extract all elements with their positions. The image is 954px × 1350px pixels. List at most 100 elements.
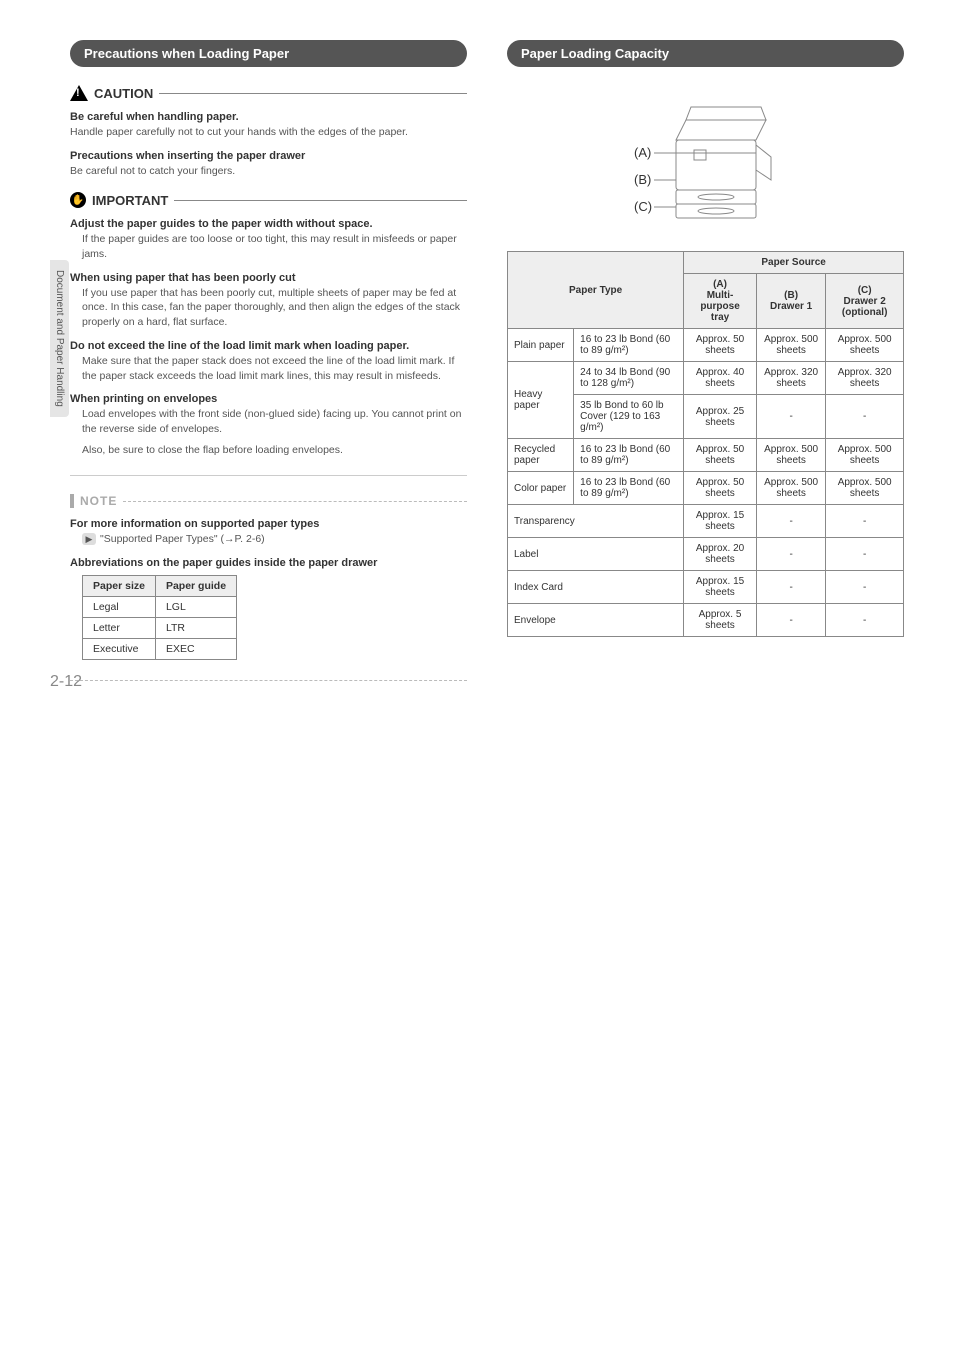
td-type: Heavy paper <box>508 362 574 439</box>
note-bar-icon <box>70 494 74 508</box>
imp-p3: Make sure that the paper stack does not … <box>82 354 467 383</box>
td-a: Approx. 50 sheets <box>684 439 757 472</box>
td-type: Transparency <box>508 505 684 538</box>
imp-p4: Load envelopes with the front side (non-… <box>82 407 467 436</box>
label-c: (C) <box>634 199 652 214</box>
important-label: IMPORTANT <box>92 193 168 208</box>
td: EXEC <box>155 638 236 659</box>
imp-h1: Adjust the paper guides to the paper wid… <box>70 218 467 230</box>
imp-p2: If you use paper that has been poorly cu… <box>82 286 467 330</box>
caution-label: CAUTION <box>94 86 153 101</box>
td: LTR <box>155 617 236 638</box>
th-a: (A)Multi-purpose tray <box>684 274 757 329</box>
important-circle-icon: ✋ <box>70 192 86 208</box>
th-paper-type: Paper Type <box>508 252 684 329</box>
td-c: - <box>826 571 904 604</box>
note-ref: ▶"Supported Paper Types" (→P. 2-6) <box>82 532 467 547</box>
td-b: - <box>756 538 825 571</box>
td-a: Approx. 15 sheets <box>684 505 757 538</box>
td-b: - <box>756 395 825 439</box>
printer-diagram: (A) (B) (C) <box>606 85 806 235</box>
caution-heading: CAUTION <box>70 85 467 101</box>
abbrev-table: Paper size Paper guide LegalLGL LetterLT… <box>82 575 237 660</box>
td-spec: 24 to 34 lb Bond (90 to 128 g/m²) <box>574 362 684 395</box>
caution-sub1: Be careful when handling paper. <box>70 111 467 123</box>
td: LGL <box>155 596 236 617</box>
label-a: (A) <box>634 145 651 160</box>
precautions-header: Precautions when Loading Paper <box>70 40 467 67</box>
td-b: - <box>756 571 825 604</box>
td-a: Approx. 40 sheets <box>684 362 757 395</box>
table-row: Label Approx. 20 sheets - - <box>508 538 904 571</box>
td-spec: 16 to 23 lb Bond (60 to 89 g/m²) <box>574 329 684 362</box>
td-type: Index Card <box>508 571 684 604</box>
th-c: (C)Drawer 2 (optional) <box>826 274 904 329</box>
td-a: Approx. 25 sheets <box>684 395 757 439</box>
td-c: - <box>826 395 904 439</box>
table-row: Recycled paper 16 to 23 lb Bond (60 to 8… <box>508 439 904 472</box>
td-type: Envelope <box>508 604 684 637</box>
td-spec: 35 lb Bond to 60 lb Cover (129 to 163 g/… <box>574 395 684 439</box>
td-type: Color paper <box>508 472 574 505</box>
caution-sub2: Precautions when inserting the paper dra… <box>70 150 467 162</box>
th-size: Paper size <box>83 575 156 596</box>
table-row: LegalLGL <box>83 596 237 617</box>
td-b: - <box>756 505 825 538</box>
td-c: - <box>826 505 904 538</box>
td: Legal <box>83 596 156 617</box>
td-a: Approx. 15 sheets <box>684 571 757 604</box>
th-guide: Paper guide <box>155 575 236 596</box>
ref-icon: ▶ <box>82 533 96 545</box>
td: Letter <box>83 617 156 638</box>
capacity-header: Paper Loading Capacity <box>507 40 904 67</box>
warning-triangle-icon <box>70 85 88 101</box>
divider-line <box>159 93 467 94</box>
imp-h4: When printing on envelopes <box>70 393 467 405</box>
table-row: Transparency Approx. 15 sheets - - <box>508 505 904 538</box>
table-row: Plain paper 16 to 23 lb Bond (60 to 89 g… <box>508 329 904 362</box>
table-row: Color paper 16 to 23 lb Bond (60 to 89 g… <box>508 472 904 505</box>
table-row: Index Card Approx. 15 sheets - - <box>508 571 904 604</box>
label-b: (B) <box>634 172 651 187</box>
td-c: Approx. 320 sheets <box>826 362 904 395</box>
td-c: - <box>826 538 904 571</box>
td-type: Plain paper <box>508 329 574 362</box>
td-b: Approx. 500 sheets <box>756 329 825 362</box>
td-a: Approx. 50 sheets <box>684 472 757 505</box>
caution-text2: Be careful not to catch your fingers. <box>70 164 467 179</box>
imp-h3: Do not exceed the line of the load limit… <box>70 340 467 352</box>
td-c: Approx. 500 sheets <box>826 329 904 362</box>
td-spec: 16 to 23 lb Bond (60 to 89 g/m²) <box>574 472 684 505</box>
td-a: Approx. 50 sheets <box>684 329 757 362</box>
main-columns: Precautions when Loading Paper CAUTION B… <box>70 40 904 681</box>
th-b: (B)Drawer 1 <box>756 274 825 329</box>
table-row: Paper size Paper guide <box>83 575 237 596</box>
page-number: 2-12 <box>50 673 82 691</box>
th-paper-source: Paper Source <box>684 252 904 274</box>
bottom-dashes <box>70 680 467 681</box>
imp-h2: When using paper that has been poorly cu… <box>70 272 467 284</box>
td-b: Approx. 500 sheets <box>756 439 825 472</box>
printer-icon: (A) (B) (C) <box>606 85 806 235</box>
td-type: Label <box>508 538 684 571</box>
imp-p1: If the paper guides are too loose or too… <box>82 232 467 261</box>
table-row: Paper Type Paper Source <box>508 252 904 274</box>
td: Executive <box>83 638 156 659</box>
td-type: Recycled paper <box>508 439 574 472</box>
note-h1: For more information on supported paper … <box>70 518 467 530</box>
td-b: - <box>756 604 825 637</box>
note-heading: NOTE <box>70 494 467 508</box>
capacity-table: Paper Type Paper Source (A)Multi-purpose… <box>507 251 904 637</box>
separator <box>70 475 467 476</box>
td-spec: 16 to 23 lb Bond (60 to 89 g/m²) <box>574 439 684 472</box>
divider-line <box>174 200 467 201</box>
right-column: Paper Loading Capacity <box>507 40 904 681</box>
important-heading: ✋ IMPORTANT <box>70 192 467 208</box>
table-row: LetterLTR <box>83 617 237 638</box>
caution-text1: Handle paper carefully not to cut your h… <box>70 125 467 140</box>
dashed-line <box>123 501 467 502</box>
table-row: ExecutiveEXEC <box>83 638 237 659</box>
td-a: Approx. 5 sheets <box>684 604 757 637</box>
td-b: Approx. 320 sheets <box>756 362 825 395</box>
td-c: Approx. 500 sheets <box>826 472 904 505</box>
